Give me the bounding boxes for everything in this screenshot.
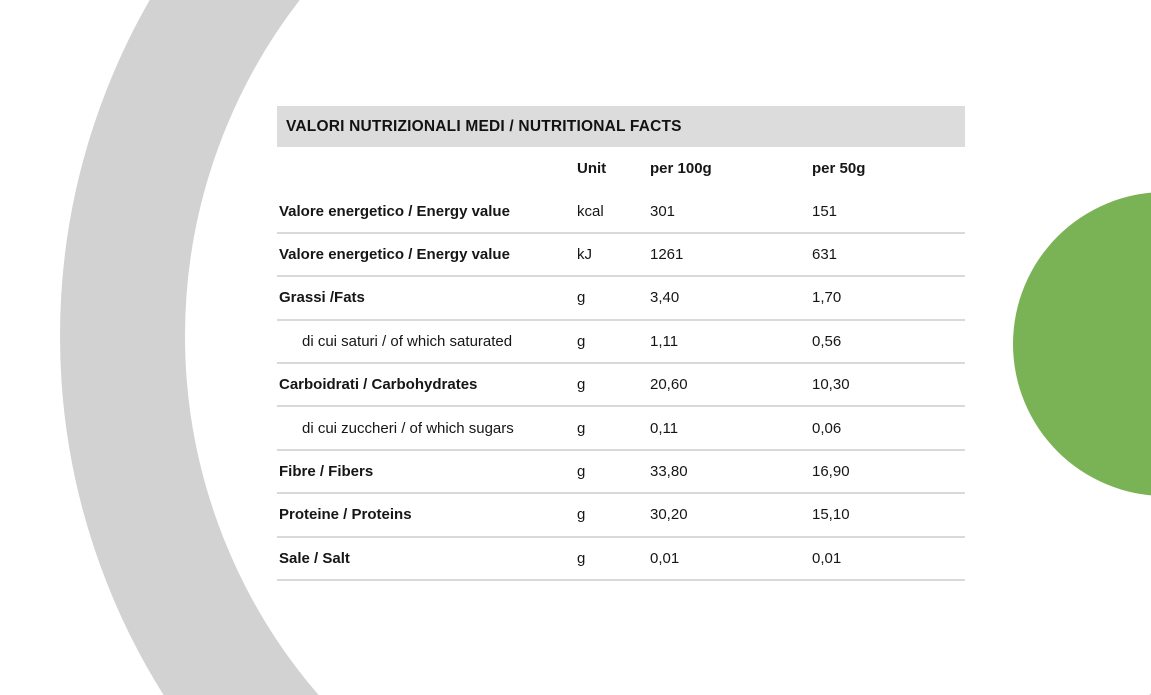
table-row: Sale / Salt g 0,01 0,01 xyxy=(277,538,965,581)
row-unit: g xyxy=(577,376,586,394)
table-row: Valore energetico / Energy value kJ 1261… xyxy=(277,234,965,278)
table-row: Grassi /Fats g 3,40 1,70 xyxy=(277,277,965,321)
row-value-per50g: 0,01 xyxy=(812,549,842,567)
table-row: Carboidrati / Carbohydrates g 20,60 10,3… xyxy=(277,364,965,408)
row-value-per50g: 0,06 xyxy=(812,419,842,437)
nutrition-table: VALORI NUTRIZIONALI MEDI / NUTRITIONAL F… xyxy=(277,106,965,581)
row-value-per50g: 10,30 xyxy=(812,376,850,394)
column-header-row: Unit per 100g per 50g xyxy=(277,147,965,190)
row-value-per100g: 30,20 xyxy=(650,506,688,524)
row-value-per50g: 0,56 xyxy=(812,332,842,350)
row-value-per100g: 3,40 xyxy=(650,289,680,307)
table-title: VALORI NUTRIZIONALI MEDI / NUTRITIONAL F… xyxy=(277,106,965,147)
row-label: Carboidrati / Carbohydrates xyxy=(279,376,478,394)
table-row: Proteine / Proteins g 30,20 15,10 xyxy=(277,494,965,538)
row-label: Fibre / Fibers xyxy=(279,462,374,480)
row-unit: g xyxy=(577,419,586,437)
row-value-per100g: 1261 xyxy=(650,245,684,263)
row-unit: g xyxy=(577,506,586,524)
row-label: di cui zuccheri / of which sugars xyxy=(302,419,514,437)
row-unit: kcal xyxy=(577,202,604,220)
row-label: Valore energetico / Energy value xyxy=(279,245,510,263)
row-unit: g xyxy=(577,462,586,480)
row-unit: kJ xyxy=(577,245,592,263)
row-value-per100g: 0,01 xyxy=(650,549,680,567)
row-value-per50g: 151 xyxy=(812,202,838,220)
row-unit: g xyxy=(577,332,586,350)
column-header-per100g: per 100g xyxy=(650,160,712,178)
row-value-per50g: 1,70 xyxy=(812,289,842,307)
row-unit: g xyxy=(577,289,586,307)
row-value-per100g: 301 xyxy=(650,202,676,220)
row-value-per100g: 20,60 xyxy=(650,376,688,394)
row-value-per50g: 15,10 xyxy=(812,506,850,524)
row-value-per50g: 16,90 xyxy=(812,462,850,480)
row-unit: g xyxy=(577,549,586,567)
row-label: di cui saturi / of which saturated xyxy=(302,332,513,350)
table-row: Fibre / Fibers g 33,80 16,90 xyxy=(277,451,965,495)
table-row: Valore energetico / Energy value kcal 30… xyxy=(277,190,965,234)
row-label: Grassi /Fats xyxy=(279,289,365,307)
row-label: Proteine / Proteins xyxy=(279,506,412,524)
row-value-per100g: 1,11 xyxy=(650,332,679,350)
row-label: Sale / Salt xyxy=(279,549,350,567)
column-header-per50g: per 50g xyxy=(812,160,866,178)
row-label: Valore energetico / Energy value xyxy=(279,202,510,220)
table-row: di cui saturi / of which saturated g 1,1… xyxy=(277,321,965,364)
row-value-per100g: 33,80 xyxy=(650,462,688,480)
row-value-per100g: 0,11 xyxy=(650,419,679,437)
row-value-per50g: 631 xyxy=(812,245,838,263)
column-header-unit: Unit xyxy=(577,160,607,178)
table-row: di cui zuccheri / of which sugars g 0,11… xyxy=(277,407,965,451)
